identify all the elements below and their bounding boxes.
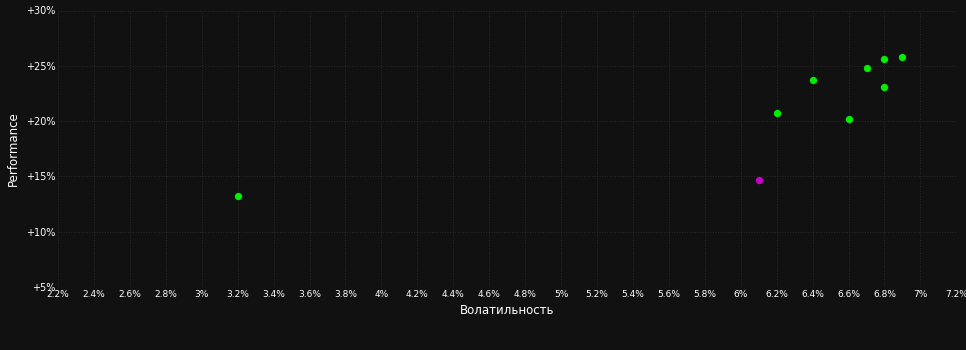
Point: [805, 77, 820, 83]
Point: [769, 111, 784, 116]
Point: [840, 116, 856, 122]
Point: [230, 194, 245, 199]
Point: [877, 84, 893, 90]
Y-axis label: Performance: Performance: [7, 111, 20, 186]
Point: [877, 56, 893, 62]
Point: [859, 65, 874, 71]
Point: [751, 177, 766, 182]
Point: [895, 54, 910, 60]
X-axis label: Волатильность: Волатильность: [460, 304, 554, 317]
